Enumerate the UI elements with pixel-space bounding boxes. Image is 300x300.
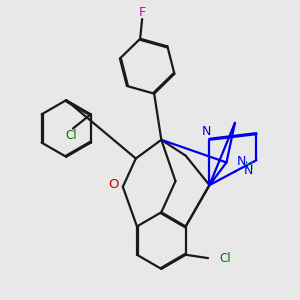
Text: Cl: Cl [65, 129, 76, 142]
Text: H: H [244, 161, 253, 171]
Text: F: F [139, 6, 146, 19]
Text: O: O [109, 178, 119, 191]
Text: N: N [237, 155, 246, 168]
Text: N: N [244, 164, 254, 177]
Text: N: N [202, 125, 211, 138]
Text: Cl: Cl [219, 252, 231, 265]
